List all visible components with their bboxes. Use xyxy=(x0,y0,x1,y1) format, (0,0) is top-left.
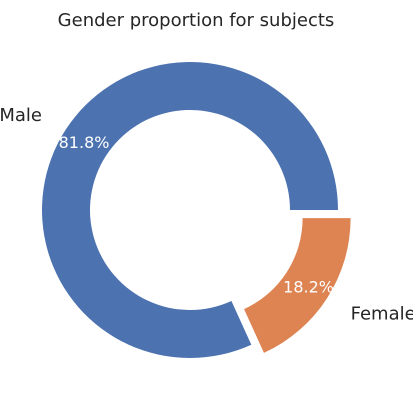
chart-title: Gender proportion for subjects xyxy=(58,10,335,31)
category-label-male: Male xyxy=(0,105,42,126)
value-label-male: 81.8% xyxy=(59,133,110,152)
pie-slices xyxy=(42,62,351,359)
pie-slice-male xyxy=(42,62,338,359)
pie-labels: 81.8% Male 18.2% Female xyxy=(0,105,413,325)
pie-slice-female xyxy=(244,218,351,353)
value-label-female: 18.2% xyxy=(283,277,334,296)
category-label-female: Female xyxy=(351,303,413,324)
